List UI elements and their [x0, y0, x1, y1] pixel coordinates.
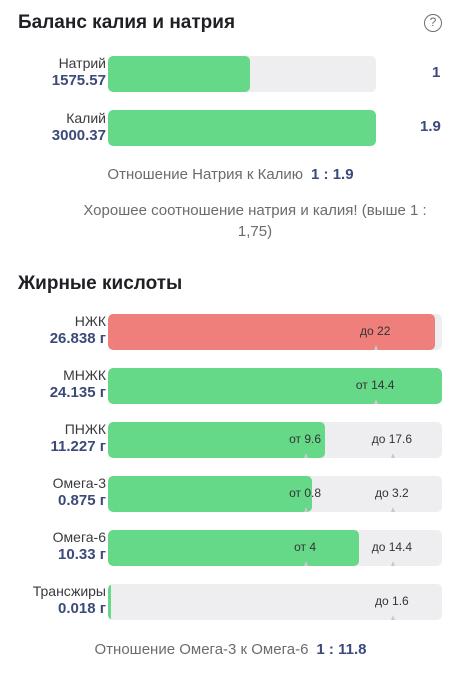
- omega-ratio: Отношение Омега-3 к Омега-6 1 : 11.8: [0, 641, 461, 658]
- sodium-name: Натрий: [58, 55, 106, 71]
- balance-message: Хорошее соотношение натрия и калия! (выш…: [83, 202, 427, 240]
- fat-bar-fill: [108, 422, 326, 458]
- marker-tick: [304, 507, 309, 512]
- fat-value: 10.33 г: [58, 546, 106, 563]
- fat-value: 0.018 г: [58, 600, 106, 617]
- fat-label: Омега-6 10.33 г: [53, 529, 106, 563]
- sodium-potassium-ratio-label: Отношение Натрия к Калию: [107, 166, 304, 183]
- fat-bar: от 4 до 14.4: [108, 530, 442, 566]
- potassium-name: Калий: [66, 110, 106, 126]
- omega-ratio-value: 1 : 11.8: [316, 641, 367, 658]
- marker-tick: [390, 507, 395, 512]
- fat-bar: до 1.6: [108, 584, 442, 620]
- fat-max-label: до 1.6: [375, 594, 409, 608]
- sodium-potassium-ratio-value: 1 : 1.9: [311, 166, 354, 183]
- fat-bar: до 22: [108, 314, 442, 350]
- fat-bar-fill: [108, 584, 112, 620]
- fat-name: Омега-6: [52, 529, 106, 545]
- fat-value: 24.135 г: [49, 384, 106, 401]
- fat-label: МНЖК 24.135 г: [50, 367, 106, 401]
- fat-bar: от 0.8 до 3.2: [108, 476, 442, 512]
- help-icon[interactable]: ?: [424, 14, 442, 32]
- fat-max-label: до 22: [360, 324, 391, 338]
- fat-min-label: от 14.4: [355, 378, 395, 392]
- fat-bar-fill: [108, 314, 436, 350]
- fat-label: Трансжиры 0.018 г: [33, 583, 106, 617]
- fat-value: 26.838 г: [49, 330, 106, 347]
- fat-label: Омега-3 0.875 г: [53, 475, 106, 509]
- fat-bar: от 9.6 до 17.6: [108, 422, 442, 458]
- marker-tick: [374, 345, 379, 350]
- sodium-value: 1575.57: [51, 72, 106, 89]
- fats-title: Жирные кислоты: [18, 273, 183, 294]
- marker-tick: [304, 561, 309, 566]
- fat-label: НЖК 26.838 г: [50, 313, 106, 347]
- marker-tick: [390, 561, 395, 566]
- fat-min-label: от 9.6: [289, 432, 322, 446]
- sodium-bar: [108, 56, 376, 92]
- omega-ratio-label: Отношение Омега-3 к Омега-6: [94, 641, 309, 658]
- fat-name: ПНЖК: [64, 421, 106, 437]
- balance-title: Баланс калия и натрия: [18, 12, 236, 33]
- fat-min-label: от 4: [294, 540, 317, 554]
- fat-bar-fill: [108, 476, 312, 512]
- fat-bar-fill: [108, 368, 442, 404]
- fat-name: НЖК: [74, 313, 106, 329]
- potassium-ratio: 1.9: [420, 118, 441, 135]
- fat-bar: от 14.4: [108, 368, 442, 404]
- marker-tick: [390, 453, 395, 458]
- fat-max-label: до 3.2: [375, 486, 409, 500]
- fat-value: 11.227 г: [50, 438, 106, 455]
- fat-name: Омега-3: [52, 475, 106, 491]
- potassium-bar-fill: [108, 110, 376, 146]
- marker-tick: [390, 615, 395, 620]
- fat-name: МНЖК: [63, 367, 106, 383]
- potassium-bar: [108, 110, 376, 146]
- fat-value: 0.875 г: [58, 492, 106, 509]
- marker-tick: [304, 453, 309, 458]
- fat-name: Трансжиры: [32, 583, 106, 599]
- fat-max-label: до 17.6: [371, 432, 413, 446]
- marker-tick: [374, 399, 379, 404]
- sodium-label: Натрий 1575.57: [52, 55, 106, 89]
- potassium-label: Калий 3000.37: [52, 110, 106, 144]
- fat-label: ПНЖК 11.227 г: [51, 421, 106, 455]
- sodium-potassium-ratio: Отношение Натрия к Калию 1 : 1.9: [0, 166, 461, 183]
- fat-min-label: от 0.8: [289, 486, 322, 500]
- potassium-value: 3000.37: [51, 127, 106, 144]
- fat-max-label: до 14.4: [371, 540, 413, 554]
- sodium-ratio: 1: [432, 64, 441, 81]
- sodium-bar-fill: [108, 56, 251, 92]
- fat-bar-fill: [108, 530, 359, 566]
